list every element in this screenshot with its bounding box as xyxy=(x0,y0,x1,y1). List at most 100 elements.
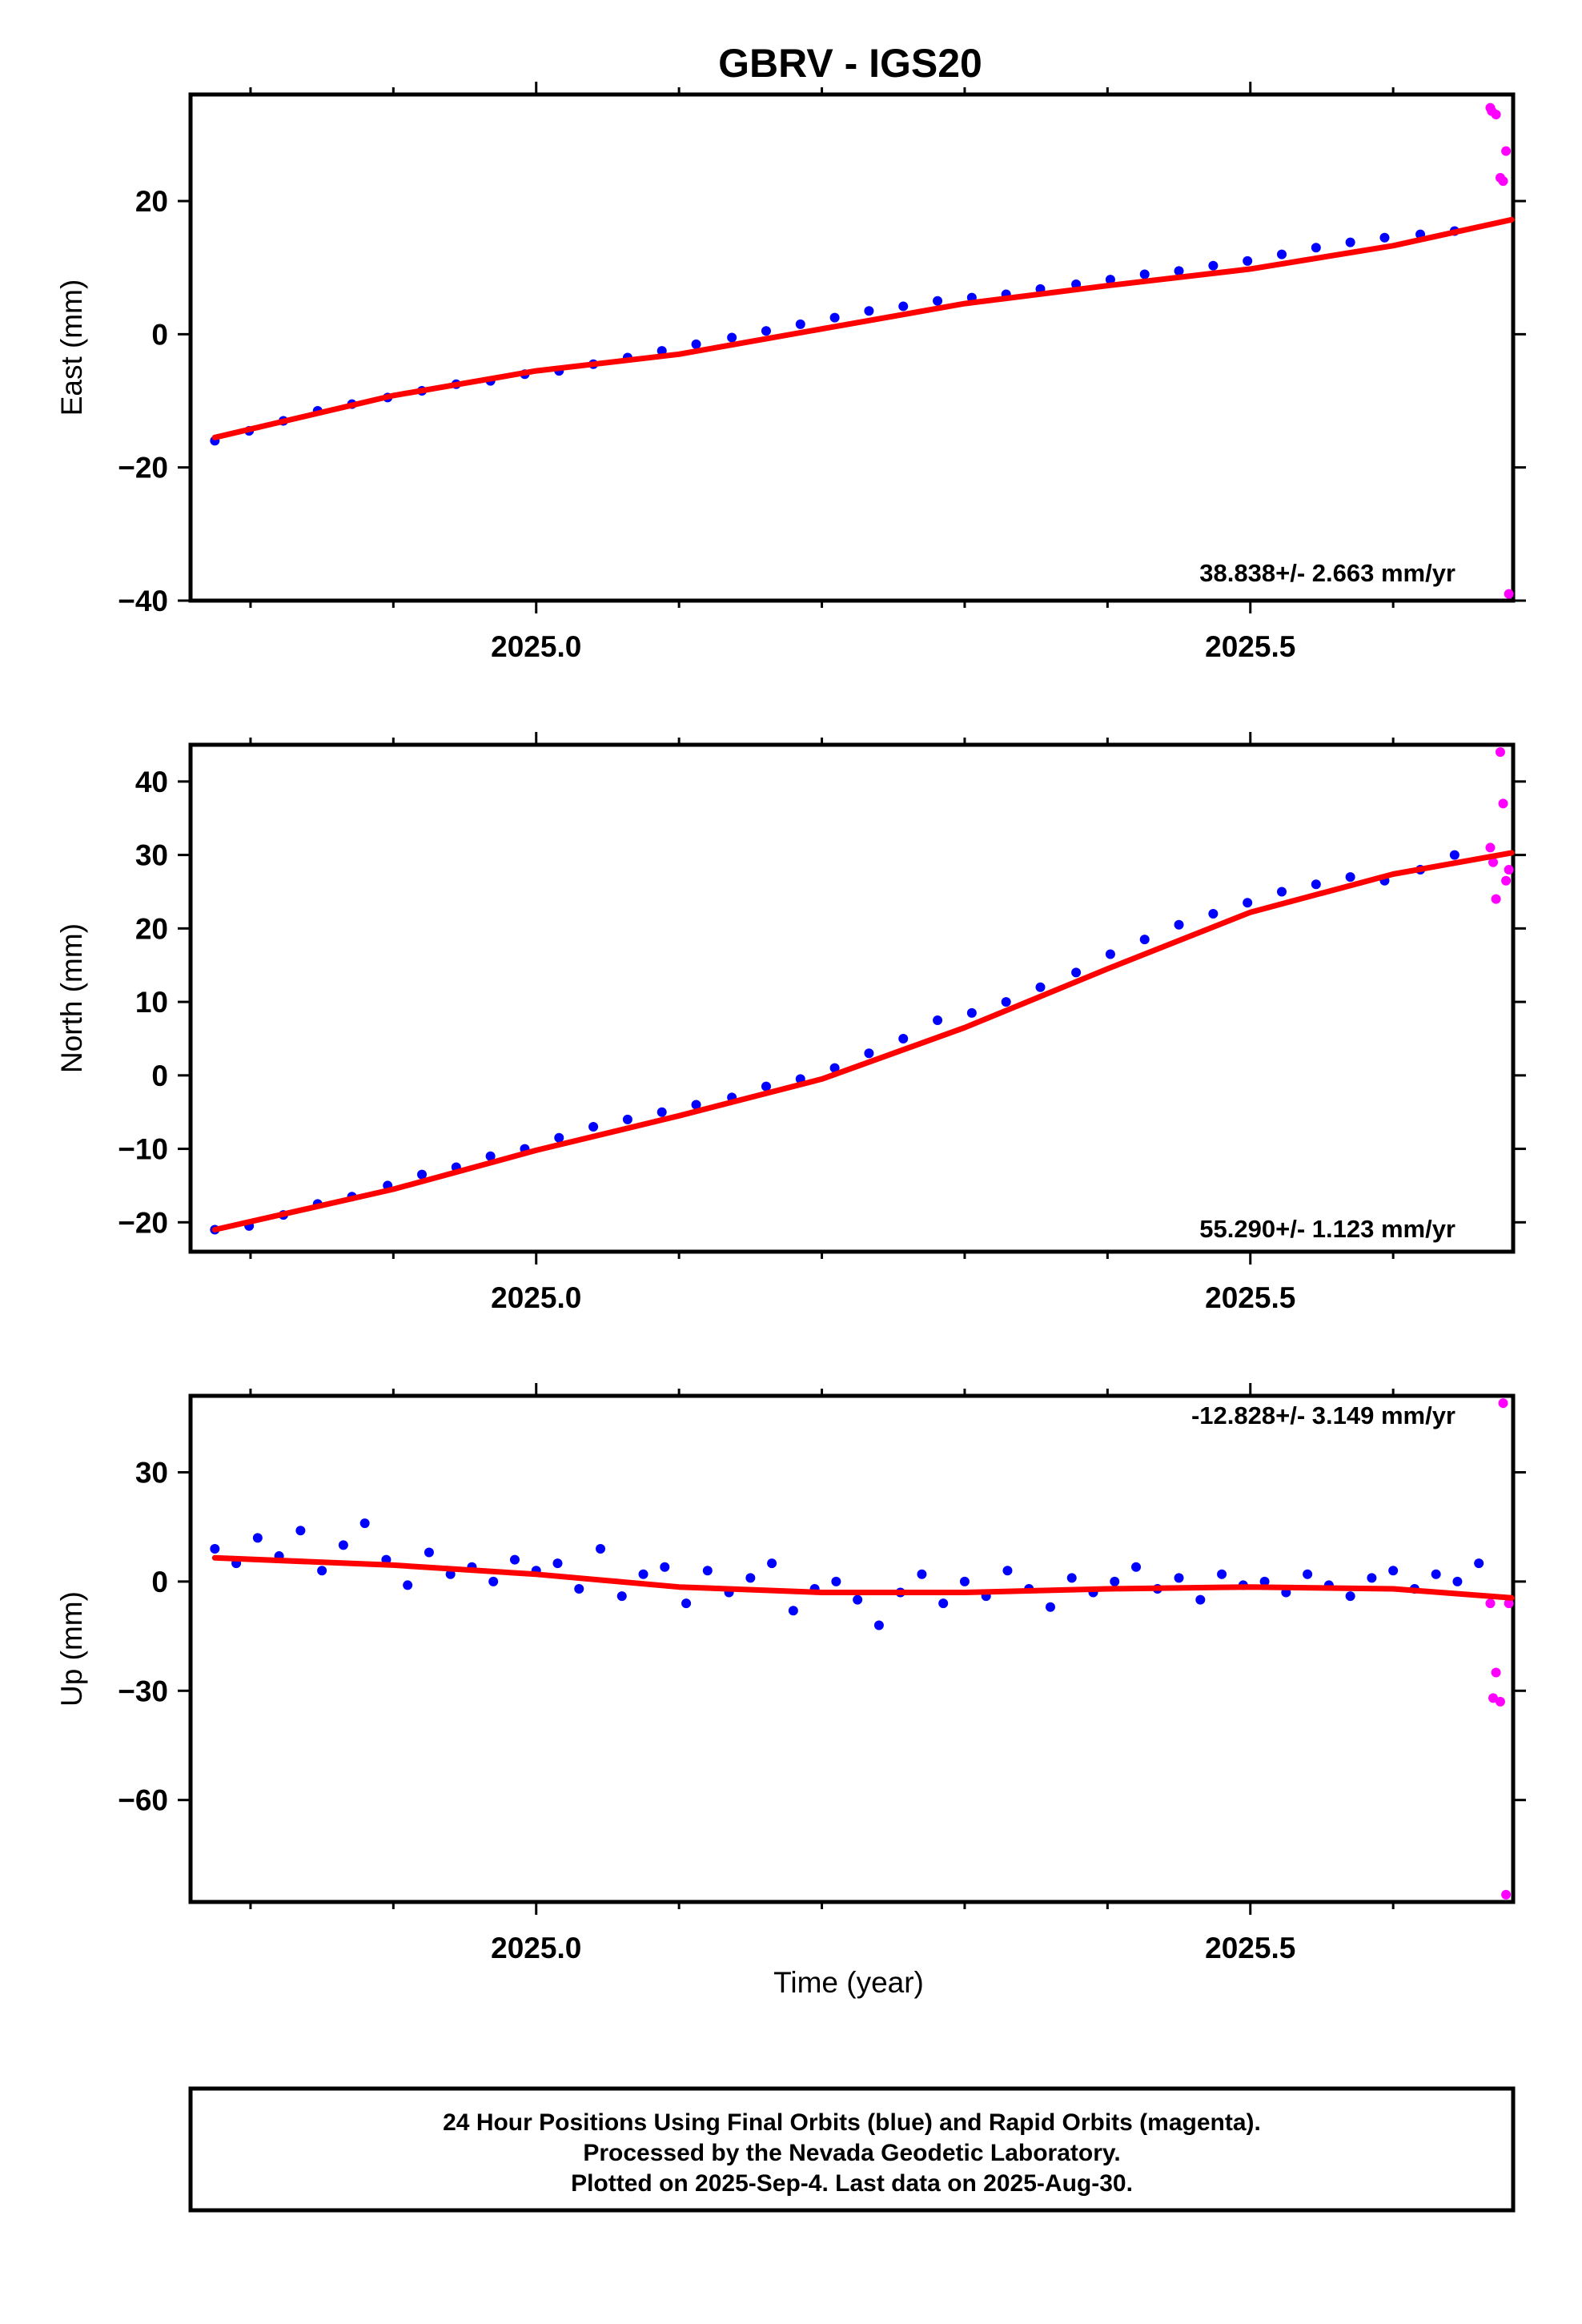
east-final-orbit-point xyxy=(1208,260,1219,271)
up-final-orbit-point xyxy=(424,1547,434,1558)
up-rapid-orbit-point xyxy=(1498,1398,1508,1409)
north-final-orbit-point xyxy=(1035,982,1046,992)
north-final-orbit-point xyxy=(622,1114,632,1124)
north-x-tick-label: 2025.5 xyxy=(1205,1281,1295,1314)
north-final-orbit-point xyxy=(1311,879,1321,890)
east-final-orbit-point xyxy=(933,296,943,306)
east-plot-frame xyxy=(188,92,1516,603)
east-rapid-orbit-point xyxy=(1487,106,1497,116)
up-final-orbit-point xyxy=(831,1576,841,1586)
up-final-orbit-point xyxy=(702,1566,713,1576)
north-final-orbit-point xyxy=(588,1122,599,1132)
north-final-orbit-point xyxy=(933,1015,943,1026)
up-final-orbit-point xyxy=(1345,1591,1355,1602)
north-final-orbit-point xyxy=(1243,898,1253,908)
time-axis-label: Time (year) xyxy=(773,1966,924,1999)
east-final-orbit-point xyxy=(1243,255,1253,266)
north-final-orbit-point xyxy=(417,1169,428,1180)
north-final-orbit-point xyxy=(1449,850,1460,860)
up-final-orbit-point xyxy=(552,1558,563,1569)
east-final-orbit-point xyxy=(1311,243,1321,253)
north-y-tick-label: 30 xyxy=(135,839,168,872)
up-final-orbit-point xyxy=(681,1598,692,1609)
east-final-orbit-point xyxy=(761,326,771,336)
east-final-orbit-point xyxy=(1174,266,1184,276)
north-rapid-orbit-point xyxy=(1485,842,1496,853)
footer-line-3: Plotted on 2025-Sep-4. Last data on 2025… xyxy=(571,2170,1133,2197)
north-final-orbit-point xyxy=(1276,887,1287,897)
north-rapid-orbit-point xyxy=(1498,798,1508,809)
up-final-orbit-point xyxy=(1131,1562,1142,1572)
up-final-orbit-point xyxy=(1195,1594,1206,1605)
north-final-orbit-point xyxy=(691,1100,701,1110)
north-rapid-orbit-point xyxy=(1488,857,1499,867)
north-panel: 2025.0 2025.5 −20 −10 0 10 20 30 40 North (mm) 55.… xyxy=(55,732,1526,1314)
up-final-orbit-point xyxy=(873,1620,884,1630)
up-final-orbit-point xyxy=(1217,1569,1227,1579)
up-final-orbit-point xyxy=(1303,1569,1313,1579)
north-final-orbit-point xyxy=(554,1132,564,1143)
up-final-orbit-point xyxy=(509,1554,520,1565)
footer-box: 24 Hour Positions Using Final Orbits (bl… xyxy=(188,2086,1516,2213)
up-final-orbit-point xyxy=(317,1566,327,1576)
east-final-orbit-point xyxy=(1139,269,1150,279)
up-y-tick-label: −60 xyxy=(118,1784,168,1817)
footer-line-1: 24 Hour Positions Using Final Orbits (bl… xyxy=(443,2109,1261,2136)
east-panel: 2025.0 2025.5 −40 −20 0 20 East (mm) 38.838+/- … xyxy=(55,82,1526,663)
east-final-orbit-point xyxy=(829,312,840,323)
up-final-orbit-point xyxy=(616,1591,627,1602)
up-final-orbit-point xyxy=(445,1569,456,1579)
north-y-tick-label: 40 xyxy=(135,766,168,798)
east-y-tick-label: −40 xyxy=(118,585,168,617)
north-final-orbit-point xyxy=(485,1151,496,1161)
east-final-orbit-point xyxy=(1105,275,1115,285)
up-final-orbit-point xyxy=(1066,1573,1077,1583)
north-final-orbit-point xyxy=(864,1048,874,1059)
up-final-orbit-point xyxy=(338,1540,348,1550)
up-rapid-orbit-point xyxy=(1491,1667,1501,1678)
east-final-orbit-point xyxy=(898,301,909,312)
up-final-orbit-point xyxy=(1045,1602,1055,1612)
up-plot-frame xyxy=(188,1393,1516,1904)
up-final-orbit-point xyxy=(252,1533,263,1543)
north-final-orbit-point xyxy=(1071,967,1082,978)
east-final-orbit-point xyxy=(1379,232,1390,243)
up-final-orbit-point xyxy=(1452,1576,1463,1586)
north-final-orbit-point xyxy=(1208,909,1219,919)
up-final-orbit-point xyxy=(488,1576,499,1586)
north-final-orbit-point xyxy=(829,1063,840,1073)
north-y-tick-label: −10 xyxy=(118,1133,168,1166)
up-final-orbit-point xyxy=(1367,1573,1377,1583)
up-final-orbit-point xyxy=(1174,1573,1184,1583)
up-final-orbit-point xyxy=(1259,1576,1270,1586)
up-final-orbit-point xyxy=(359,1518,370,1529)
north-final-orbit-point xyxy=(966,1007,977,1018)
up-rapid-orbit-point xyxy=(1488,1693,1499,1703)
east-x-tick-label: 2025.0 xyxy=(491,630,581,663)
up-final-orbit-point xyxy=(295,1526,306,1536)
up-y-axis-label: Up (mm) xyxy=(55,1591,88,1707)
up-final-orbit-point xyxy=(574,1583,584,1594)
up-final-orbit-point xyxy=(596,1543,606,1554)
north-y-tick-label: 10 xyxy=(135,986,168,1019)
north-final-orbit-point xyxy=(1105,949,1115,959)
north-fit-line xyxy=(211,850,1515,1232)
east-rapid-orbit-point xyxy=(1498,176,1508,187)
east-final-orbit-point xyxy=(864,306,874,316)
up-final-orbit-point xyxy=(853,1594,863,1605)
east-final-orbit-point xyxy=(691,339,701,349)
up-final-orbit-point xyxy=(638,1569,648,1579)
north-rapid-orbit-point xyxy=(1495,747,1505,758)
up-rapid-orbit-point xyxy=(1504,1598,1514,1609)
up-rapid-orbit-point xyxy=(1495,1696,1505,1707)
footer-line-2: Processed by the Nevada Geodetic Laborat… xyxy=(583,2140,1120,2166)
north-rate-label: 55.290+/- 1.123 mm/yr xyxy=(1199,1215,1456,1243)
up-rate-label: -12.828+/- 3.149 mm/yr xyxy=(1191,1401,1456,1429)
east-final-orbit-point xyxy=(1345,237,1355,247)
up-final-orbit-point xyxy=(917,1569,927,1579)
up-final-orbit-point xyxy=(210,1543,220,1554)
up-x-tick-label: 2025.0 xyxy=(491,1932,581,1964)
up-y-tick-label: −30 xyxy=(118,1675,168,1707)
up-final-orbit-point xyxy=(767,1558,777,1569)
